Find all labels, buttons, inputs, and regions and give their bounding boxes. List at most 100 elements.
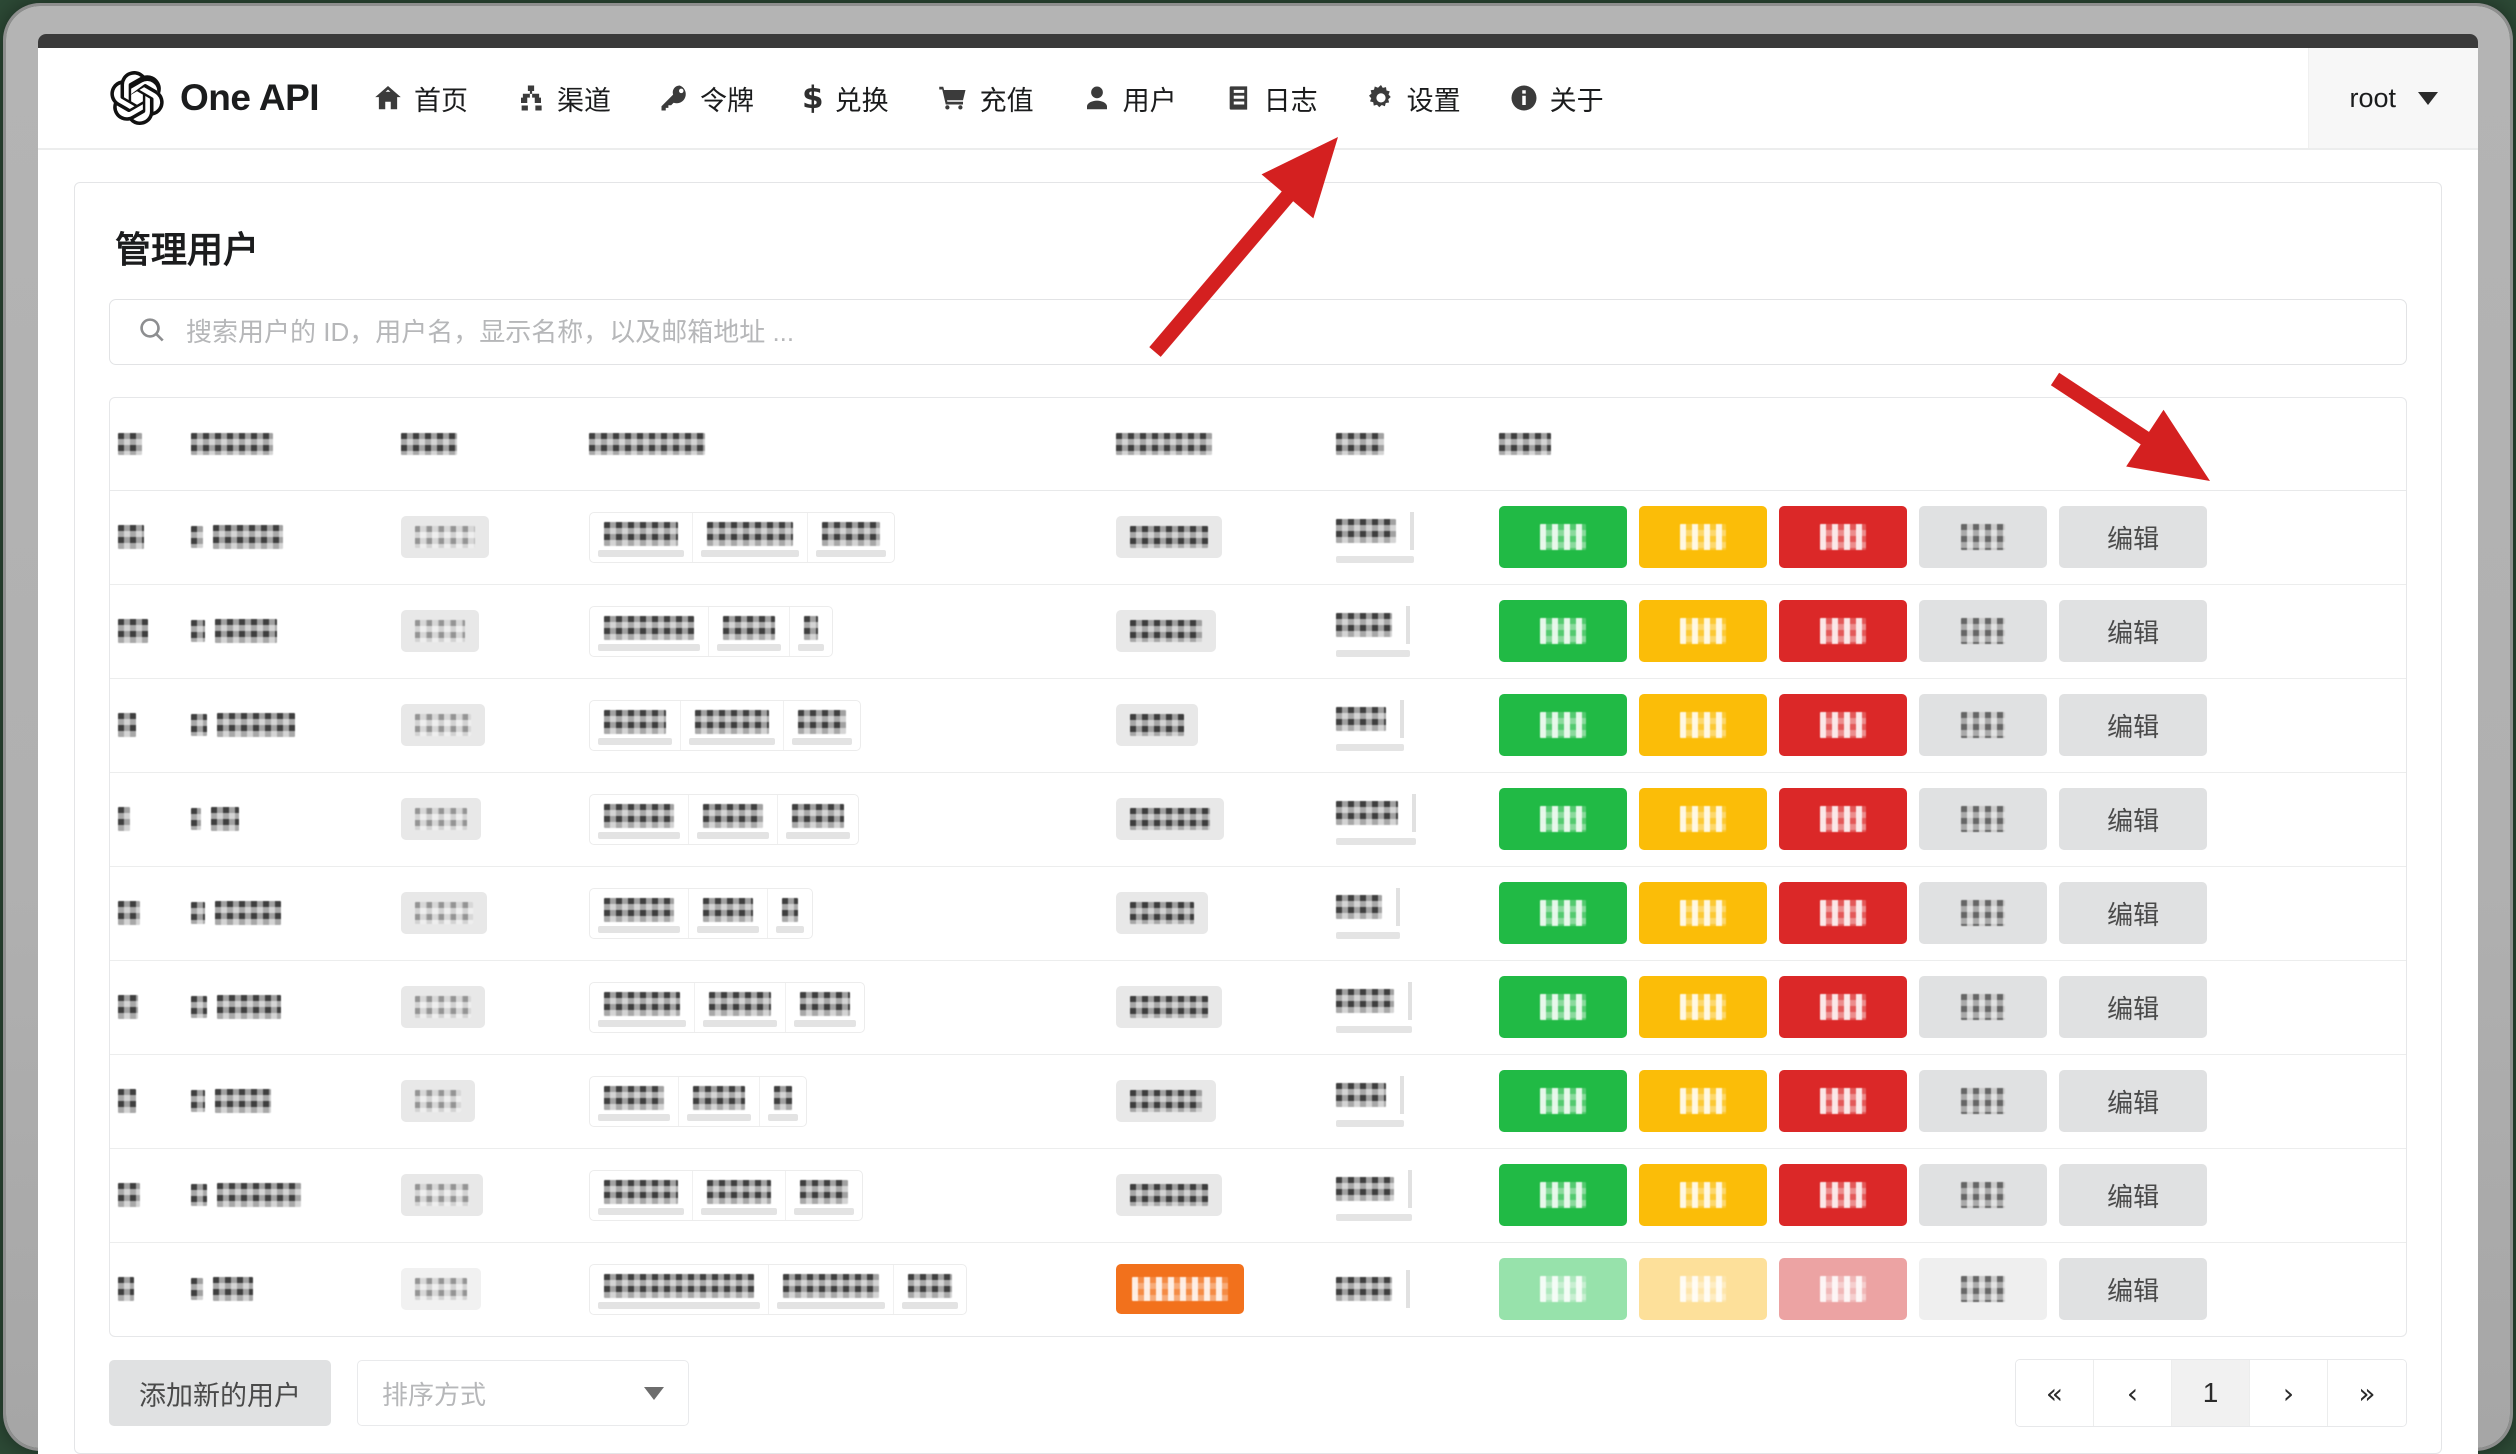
- demote-button[interactable]: [1639, 1258, 1768, 1321]
- account-menu[interactable]: root: [2308, 48, 2478, 148]
- nav-item-topup[interactable]: 充值: [913, 48, 1058, 148]
- delete-button[interactable]: [1779, 1258, 1908, 1321]
- demote-button[interactable]: [1639, 1070, 1768, 1132]
- nav-item-logs[interactable]: 日志: [1201, 48, 1342, 148]
- add-user-button[interactable]: 添加新的用户: [109, 1360, 331, 1426]
- edit-button[interactable]: 编辑: [2059, 788, 2208, 850]
- delete-button[interactable]: [1779, 788, 1908, 850]
- delete-button[interactable]: [1779, 694, 1908, 756]
- nav-item-settings[interactable]: 设置: [1342, 48, 1485, 148]
- promote-button[interactable]: [1499, 788, 1628, 850]
- nav-item-tokens-label: 令牌: [700, 85, 755, 116]
- nav-item-redeem[interactable]: $ 兑换: [778, 48, 913, 148]
- nav-item-tokens[interactable]: 令牌: [635, 48, 778, 148]
- cell-username: [182, 584, 394, 679]
- col-header-status[interactable]: [1328, 398, 1492, 491]
- delete-button[interactable]: [1779, 976, 1908, 1038]
- disable-button[interactable]: [1919, 1258, 2048, 1321]
- disable-button[interactable]: [1919, 694, 2048, 756]
- nav-item-users[interactable]: 用户: [1058, 48, 1201, 148]
- nav-items: 首页 渠道 令牌 $ 兑换: [349, 48, 1628, 148]
- disable-button[interactable]: [1919, 1070, 2048, 1132]
- col-header-ops[interactable]: [1491, 398, 2406, 491]
- demote-button[interactable]: [1639, 506, 1768, 568]
- stat-cell: [778, 795, 858, 844]
- col-header-username[interactable]: [182, 398, 394, 491]
- cell-operations: 编辑: [1491, 1242, 2406, 1336]
- demote-button[interactable]: [1639, 788, 1768, 850]
- cell-group: [393, 866, 582, 961]
- disable-button[interactable]: [1919, 1164, 2048, 1226]
- disable-button[interactable]: [1919, 506, 2048, 568]
- quota-value: [1336, 699, 1405, 738]
- cell-stats: [581, 866, 1108, 961]
- table-row: 编辑: [110, 866, 2406, 961]
- edit-button[interactable]: 编辑: [2059, 694, 2208, 756]
- disable-button[interactable]: [1919, 788, 2048, 850]
- table-head: [110, 398, 2406, 491]
- demote-button[interactable]: [1639, 976, 1768, 1038]
- delete-button[interactable]: [1779, 600, 1908, 662]
- stat-group: [589, 511, 896, 563]
- brand[interactable]: One API: [38, 48, 349, 148]
- stat-group: [589, 981, 866, 1033]
- cell-role: [1107, 960, 1329, 1055]
- nav-item-users-label: 用户: [1122, 85, 1177, 116]
- promote-button[interactable]: [1499, 1258, 1628, 1321]
- stat-cell: [760, 1077, 806, 1126]
- disable-button[interactable]: [1919, 976, 2048, 1038]
- nav-item-home[interactable]: 首页: [349, 48, 492, 148]
- pagination-prev[interactable]: ‹: [2094, 1360, 2172, 1426]
- sort-select[interactable]: 排序方式: [357, 1360, 689, 1426]
- disable-button[interactable]: [1919, 882, 2048, 944]
- promote-button[interactable]: [1499, 600, 1628, 662]
- edit-button[interactable]: 编辑: [2059, 882, 2208, 944]
- demote-button[interactable]: [1639, 882, 1768, 944]
- quota-divider: [1410, 511, 1415, 550]
- promote-button[interactable]: [1499, 976, 1628, 1038]
- col-header-stats[interactable]: [581, 398, 1108, 491]
- edit-button[interactable]: 编辑: [2059, 1164, 2208, 1226]
- edit-button[interactable]: 编辑: [2059, 1070, 2208, 1132]
- edit-button[interactable]: 编辑: [2059, 600, 2208, 662]
- stat-cell: [590, 982, 696, 1032]
- promote-button[interactable]: [1499, 1164, 1628, 1226]
- search-input[interactable]: [186, 316, 2378, 348]
- nav-item-channels[interactable]: 渠道: [492, 48, 635, 148]
- delete-button[interactable]: [1779, 882, 1908, 944]
- pagination-page-1[interactable]: 1: [2172, 1360, 2250, 1426]
- promote-button[interactable]: [1499, 506, 1628, 568]
- group-badge: [401, 798, 482, 840]
- delete-button[interactable]: [1779, 1070, 1908, 1132]
- delete-button[interactable]: [1779, 506, 1908, 568]
- stat-cell: [590, 700, 682, 750]
- stat-group: [589, 887, 814, 939]
- edit-button[interactable]: 编辑: [2059, 1258, 2208, 1321]
- search-icon: [138, 316, 166, 349]
- demote-button[interactable]: [1639, 694, 1768, 756]
- stat-cell: [894, 1265, 966, 1314]
- stat-cell: [768, 889, 812, 938]
- nav-item-about[interactable]: 关于: [1485, 48, 1628, 148]
- stat-cell: [590, 888, 690, 938]
- promote-button[interactable]: [1499, 1070, 1628, 1132]
- main-content: 管理用户: [38, 150, 2478, 1454]
- demote-button[interactable]: [1639, 600, 1768, 662]
- disable-button[interactable]: [1919, 600, 2048, 662]
- col-header-group[interactable]: [393, 398, 582, 491]
- col-header-id[interactable]: [110, 398, 183, 491]
- search-box[interactable]: [109, 299, 2407, 365]
- edit-button[interactable]: 编辑: [2059, 976, 2208, 1038]
- cell-group: [393, 1148, 582, 1243]
- delete-button[interactable]: [1779, 1164, 1908, 1226]
- footer-left: 添加新的用户 排序方式: [109, 1360, 689, 1426]
- pagination-next[interactable]: ›: [2250, 1360, 2328, 1426]
- edit-button[interactable]: 编辑: [2059, 506, 2208, 568]
- pagination-last[interactable]: »: [2328, 1360, 2406, 1426]
- promote-button[interactable]: [1499, 694, 1628, 756]
- pagination-first[interactable]: «: [2016, 1360, 2094, 1426]
- quota-value: [1336, 1169, 1413, 1208]
- demote-button[interactable]: [1639, 1164, 1768, 1226]
- promote-button[interactable]: [1499, 882, 1628, 944]
- col-header-role[interactable]: [1107, 398, 1329, 491]
